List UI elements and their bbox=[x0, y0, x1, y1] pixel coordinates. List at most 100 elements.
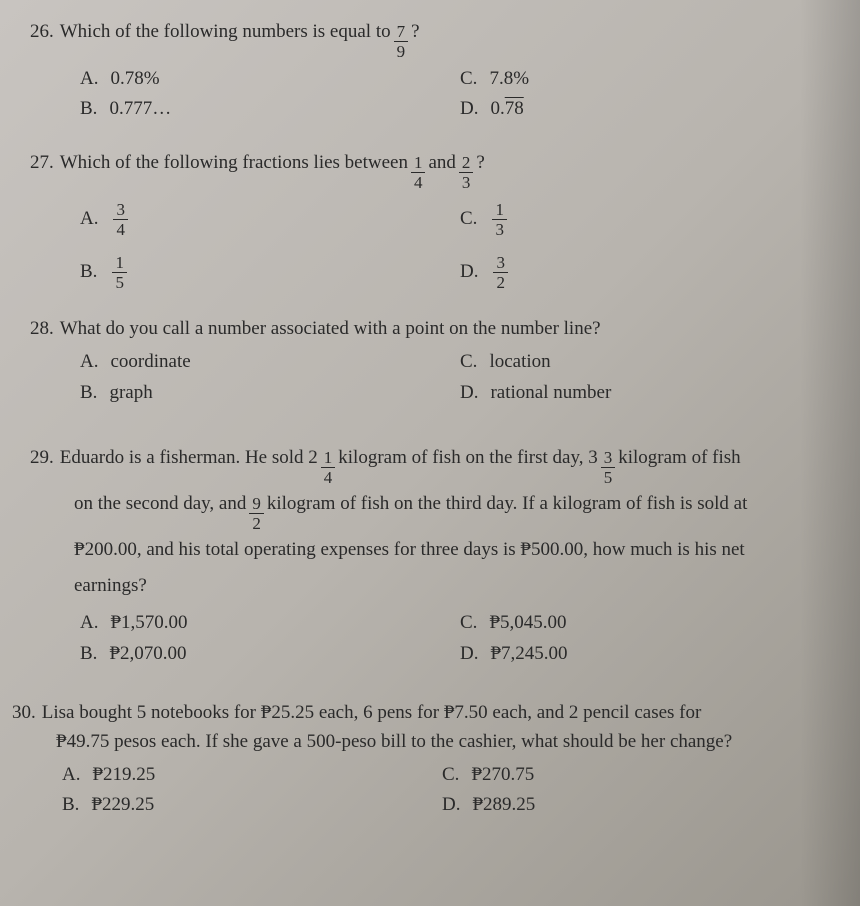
q26-b-value: 0.777… bbox=[109, 94, 171, 124]
q27-f2-num: 2 bbox=[459, 154, 474, 172]
q29-choice-a: A. ₱1,570.00 bbox=[80, 608, 460, 638]
question-30-number: 30. bbox=[12, 699, 36, 728]
q29-f1-num: 1 bbox=[321, 449, 336, 467]
question-29-line4: earnings? bbox=[74, 568, 840, 604]
question-29: 29. Eduardo is a fisherman. He sold 2 1 … bbox=[30, 440, 840, 669]
q26-d-prefix: 0. bbox=[490, 94, 504, 124]
q28-c-label: C. bbox=[460, 347, 477, 377]
question-26-text: 26. Which of the following numbers is eq… bbox=[30, 18, 840, 60]
q29-frac-2: 3 5 bbox=[601, 449, 616, 486]
q28-choice-c: C. location bbox=[460, 347, 760, 377]
q28-b-value: graph bbox=[109, 378, 152, 408]
q27-choice-c: C. 1 3 bbox=[460, 201, 760, 238]
q27-choice-b: B. 1 5 bbox=[80, 254, 460, 291]
q30-choice-b: B. ₱229.25 bbox=[62, 790, 442, 820]
q30-choice-a: A. ₱219.25 bbox=[62, 760, 442, 790]
q27-d-den: 2 bbox=[493, 272, 508, 291]
q27-text-after: ? bbox=[476, 149, 484, 178]
q28-choice-d: D. rational number bbox=[460, 378, 760, 408]
q27-a-label: A. bbox=[80, 204, 98, 234]
q29-l1a: Eduardo is a fisherman. He sold 2 bbox=[60, 440, 318, 476]
q27-f1-den: 4 bbox=[411, 172, 426, 191]
q29-choice-d: D. ₱7,245.00 bbox=[460, 639, 760, 669]
question-26-number: 26. bbox=[30, 18, 54, 47]
q26-fraction: 7 9 bbox=[394, 23, 409, 60]
question-30-line1: 30. Lisa bought 5 notebooks for ₱25.25 e… bbox=[12, 699, 840, 728]
question-29-line1: 29. Eduardo is a fisherman. He sold 2 1 … bbox=[30, 440, 840, 486]
q29-d-value: ₱7,245.00 bbox=[490, 639, 567, 669]
q27-c-label: C. bbox=[460, 204, 477, 234]
question-29-line3: ₱200.00, and his total operating expense… bbox=[74, 532, 840, 568]
q29-a-label: A. bbox=[80, 608, 98, 638]
q27-choice-d: D. 3 2 bbox=[460, 254, 760, 291]
q30-b-value: ₱229.25 bbox=[91, 790, 154, 820]
question-28-number: 28. bbox=[30, 315, 54, 344]
q28-d-value: rational number bbox=[490, 378, 611, 408]
q30-choices: A. ₱219.25 B. ₱229.25 C. ₱270.75 D. ₱289… bbox=[12, 760, 840, 821]
question-27-number: 27. bbox=[30, 149, 54, 178]
q28-d-label: D. bbox=[460, 378, 478, 408]
q30-b-label: B. bbox=[62, 790, 79, 820]
q27-a-num: 3 bbox=[113, 201, 128, 219]
q28-choice-a: A. coordinate bbox=[80, 347, 460, 377]
q26-choices: A. 0.78% B. 0.777… C. 7.8% D. 0.78 bbox=[30, 64, 840, 125]
question-28-text: 28. What do you call a number associated… bbox=[30, 315, 840, 344]
q27-f1-num: 1 bbox=[411, 154, 426, 172]
q27-text-before: Which of the following fractions lies be… bbox=[60, 149, 408, 178]
q26-c-label: C. bbox=[460, 64, 477, 94]
q26-choice-b: B. 0.777… bbox=[80, 94, 460, 124]
q26-text-before: Which of the following numbers is equal … bbox=[60, 18, 391, 47]
q30-a-label: A. bbox=[62, 760, 80, 790]
q28-choice-b: B. graph bbox=[80, 378, 460, 408]
q30-a-value: ₱219.25 bbox=[92, 760, 155, 790]
q27-choices-row2: B. 1 5 D. 3 2 bbox=[30, 254, 840, 291]
q27-d-num: 3 bbox=[493, 254, 508, 272]
question-30: 30. Lisa bought 5 notebooks for ₱25.25 e… bbox=[12, 699, 840, 821]
q29-f3-num: 9 bbox=[249, 495, 264, 513]
q27-b-num: 1 bbox=[112, 254, 127, 272]
q27-a-den: 4 bbox=[113, 219, 128, 238]
q29-f2-den: 5 bbox=[601, 467, 616, 486]
q27-and: and bbox=[428, 149, 455, 178]
q27-d-frac: 3 2 bbox=[493, 254, 508, 291]
q29-b-value: ₱2,070.00 bbox=[109, 639, 186, 669]
q29-c-label: C. bbox=[460, 608, 477, 638]
q27-c-den: 3 bbox=[492, 219, 507, 238]
q28-a-label: A. bbox=[80, 347, 98, 377]
q27-b-frac: 1 5 bbox=[112, 254, 127, 291]
q29-choice-b: B. ₱2,070.00 bbox=[80, 639, 460, 669]
q27-choice-a: A. 3 4 bbox=[80, 201, 460, 238]
q27-choices-row1: A. 3 4 C. 1 3 bbox=[30, 201, 840, 238]
q26-choice-a: A. 0.78% bbox=[80, 64, 460, 94]
q29-choices: A. ₱1,570.00 B. ₱2,070.00 C. ₱5,045.00 D… bbox=[30, 608, 840, 669]
q26-frac-den: 9 bbox=[394, 41, 409, 60]
q26-choice-c: C. 7.8% bbox=[460, 64, 760, 94]
q30-choice-c: C. ₱270.75 bbox=[442, 760, 742, 790]
q29-l1c: kilogram of fish bbox=[618, 440, 740, 476]
q29-f2-num: 3 bbox=[601, 449, 616, 467]
q29-choice-c: C. ₱5,045.00 bbox=[460, 608, 760, 638]
q29-f3-den: 2 bbox=[249, 513, 264, 532]
q26-c-value: 7.8% bbox=[489, 64, 529, 94]
q29-l2a: on the second day, and bbox=[74, 486, 246, 522]
q29-frac-1: 1 4 bbox=[321, 449, 336, 486]
q27-c-num: 1 bbox=[492, 201, 507, 219]
q30-choice-d: D. ₱289.25 bbox=[442, 790, 742, 820]
question-27-text: 27. Which of the following fractions lie… bbox=[30, 149, 840, 191]
q29-b-label: B. bbox=[80, 639, 97, 669]
q28-choices: A. coordinate B. graph C. location D. ra… bbox=[30, 347, 840, 408]
q27-c-frac: 1 3 bbox=[492, 201, 507, 238]
question-28: 28. What do you call a number associated… bbox=[30, 315, 840, 408]
q27-b-den: 5 bbox=[112, 272, 127, 291]
q26-a-value: 0.78% bbox=[110, 64, 159, 94]
question-27: 27. Which of the following fractions lie… bbox=[30, 149, 840, 291]
q26-frac-num: 7 bbox=[394, 23, 409, 41]
q26-choice-d: D. 0.78 bbox=[460, 94, 760, 124]
q26-a-label: A. bbox=[80, 64, 98, 94]
q30-c-value: ₱270.75 bbox=[471, 760, 534, 790]
q28-b-label: B. bbox=[80, 378, 97, 408]
q30-d-value: ₱289.25 bbox=[472, 790, 535, 820]
q28-a-value: coordinate bbox=[110, 347, 190, 377]
q29-f1-den: 4 bbox=[321, 467, 336, 486]
q27-fraction-1: 1 4 bbox=[411, 154, 426, 191]
